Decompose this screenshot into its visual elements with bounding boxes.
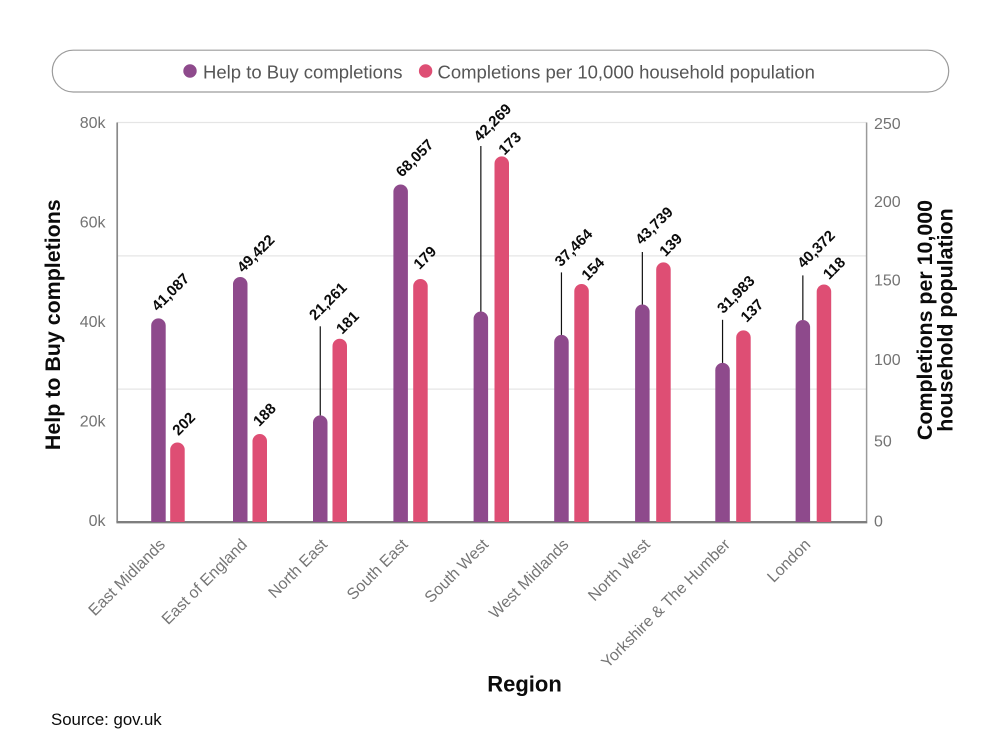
svg-text:Help to Buy completions: Help to Buy completions — [203, 62, 403, 83]
svg-text:80k: 80k — [80, 115, 107, 132]
svg-text:200: 200 — [874, 194, 901, 211]
svg-text:20k: 20k — [80, 413, 107, 430]
svg-text:Help to Buy completions: Help to Buy completions — [41, 199, 65, 450]
svg-text:50: 50 — [874, 434, 892, 451]
svg-text:Completions per 10,000househol: Completions per 10,000household populati… — [913, 200, 958, 440]
svg-text:Region: Region — [487, 672, 562, 697]
svg-text:0: 0 — [874, 513, 883, 530]
svg-text:0k: 0k — [89, 513, 107, 530]
svg-text:250: 250 — [874, 116, 901, 133]
svg-text:150: 150 — [874, 273, 901, 290]
svg-text:100: 100 — [874, 352, 901, 369]
svg-text:Completions per 10,000 househo: Completions per 10,000 household populat… — [438, 62, 815, 83]
svg-text:40k: 40k — [80, 314, 107, 331]
svg-text:60k: 60k — [80, 214, 107, 231]
svg-text:Source: gov.uk: Source: gov.uk — [51, 710, 162, 729]
